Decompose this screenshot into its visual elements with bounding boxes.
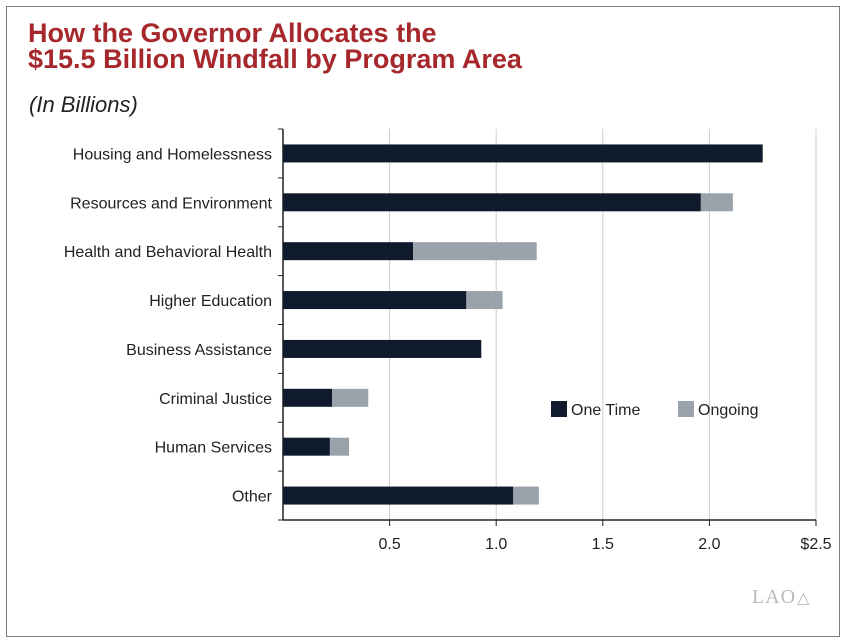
category-label: Business Assistance <box>126 342 272 359</box>
bar-ongoing <box>466 291 503 310</box>
chart-subtitle: (In Billions) <box>29 92 138 117</box>
bar-ongoing <box>413 242 537 261</box>
category-label: Higher Education <box>149 293 272 310</box>
bar-one-time <box>283 339 482 358</box>
category-label: Other <box>232 489 273 506</box>
category-label: Health and Behavioral Health <box>64 244 272 261</box>
legend-swatch-one-time <box>551 401 567 417</box>
x-tick-label: 1.5 <box>592 536 614 553</box>
bar-one-time <box>283 388 333 407</box>
chart-title: How the Governor Allocates the $15.5 Bil… <box>28 18 522 74</box>
x-tick-label: 2.0 <box>698 536 720 553</box>
title-line-2: $15.5 Billion Windfall by Program Area <box>28 44 522 74</box>
x-tick-label: 0.5 <box>378 536 400 553</box>
lao-logo-text: LAO <box>752 586 797 608</box>
category-label: Resources and Environment <box>70 195 272 212</box>
x-tick-label: $2.5 <box>800 536 831 553</box>
bar-one-time <box>283 291 467 310</box>
legend-swatch-ongoing <box>678 401 694 417</box>
bar-one-time <box>283 486 514 505</box>
bar-ongoing <box>513 486 539 505</box>
bar-ongoing <box>329 437 350 456</box>
title-line-1: How the Governor Allocates the <box>28 18 437 48</box>
category-label: Criminal Justice <box>159 391 272 408</box>
lao-logo: LAO△ <box>752 586 810 609</box>
category-label: Human Services <box>155 440 272 457</box>
category-label: Housing and Homelessness <box>73 146 272 163</box>
legend-label: One Time <box>571 402 640 419</box>
bar-one-time <box>283 144 763 163</box>
bar-ongoing <box>700 193 733 212</box>
bar-one-time <box>283 242 414 261</box>
bar-one-time <box>283 193 701 212</box>
bar-ongoing <box>332 388 369 407</box>
chart-frame <box>6 6 840 637</box>
bar-one-time <box>283 437 330 456</box>
dome-icon: △ <box>797 590 811 607</box>
legend-label: Ongoing <box>698 402 759 419</box>
x-tick-label: 1.0 <box>485 536 507 553</box>
